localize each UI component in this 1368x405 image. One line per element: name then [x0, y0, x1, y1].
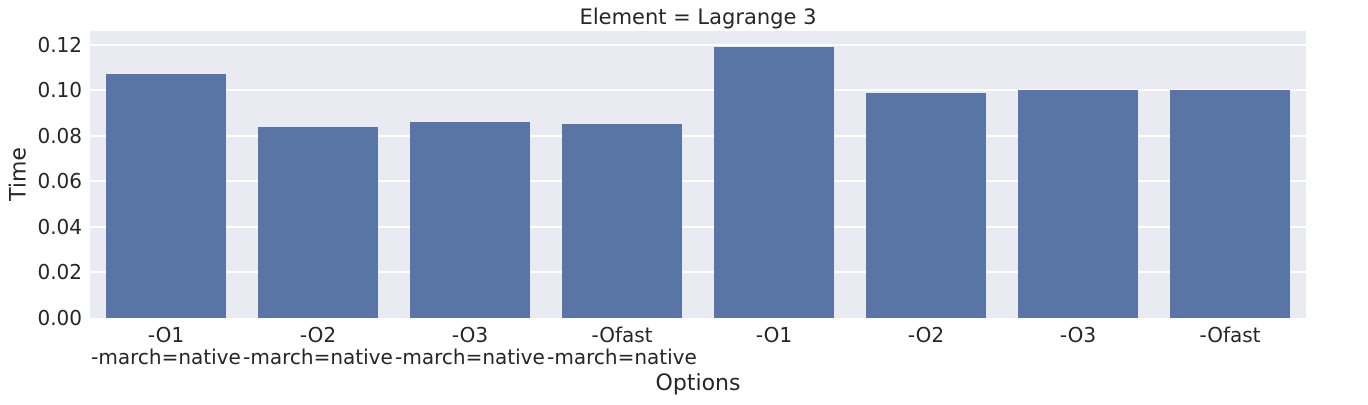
bar — [258, 126, 378, 318]
x-tick-label: -Ofast -march=native — [547, 323, 697, 369]
x-tick-label: -Ofast — [1199, 323, 1261, 347]
gridline — [90, 225, 1306, 228]
gridline — [90, 180, 1306, 183]
x-tick-label: -O3 — [1059, 323, 1097, 347]
bar — [562, 124, 682, 318]
gridline — [90, 271, 1306, 274]
bar — [106, 74, 226, 318]
bar — [1018, 90, 1138, 318]
y-tick-label: 0.10 — [37, 78, 82, 103]
y-tick-label: 0.02 — [37, 260, 82, 285]
x-tick-label: -O1 -march=native — [91, 323, 241, 369]
gridline — [90, 134, 1306, 137]
chart-title: Element = Lagrange 3 — [579, 5, 817, 29]
x-tick-label: -O1 — [755, 323, 793, 347]
bar — [714, 46, 834, 318]
x-axis-label: Options — [655, 371, 741, 396]
y-tick-label: 0.08 — [37, 123, 82, 148]
y-tick-label: 0.12 — [37, 32, 82, 57]
bar — [1170, 90, 1290, 318]
y-tick-label: 0.04 — [37, 214, 82, 239]
x-tick-label: -O2 — [907, 323, 945, 347]
plot-area — [90, 31, 1306, 318]
y-tick-label: 0.06 — [37, 169, 82, 194]
bar — [866, 92, 986, 318]
bar — [410, 122, 530, 318]
gridline — [90, 89, 1306, 92]
x-tick-label: -O2 -march=native — [243, 323, 393, 369]
gridline — [90, 43, 1306, 46]
y-tick-label: 0.00 — [37, 306, 82, 330]
x-tick-label: -O3 -march=native — [395, 323, 545, 369]
